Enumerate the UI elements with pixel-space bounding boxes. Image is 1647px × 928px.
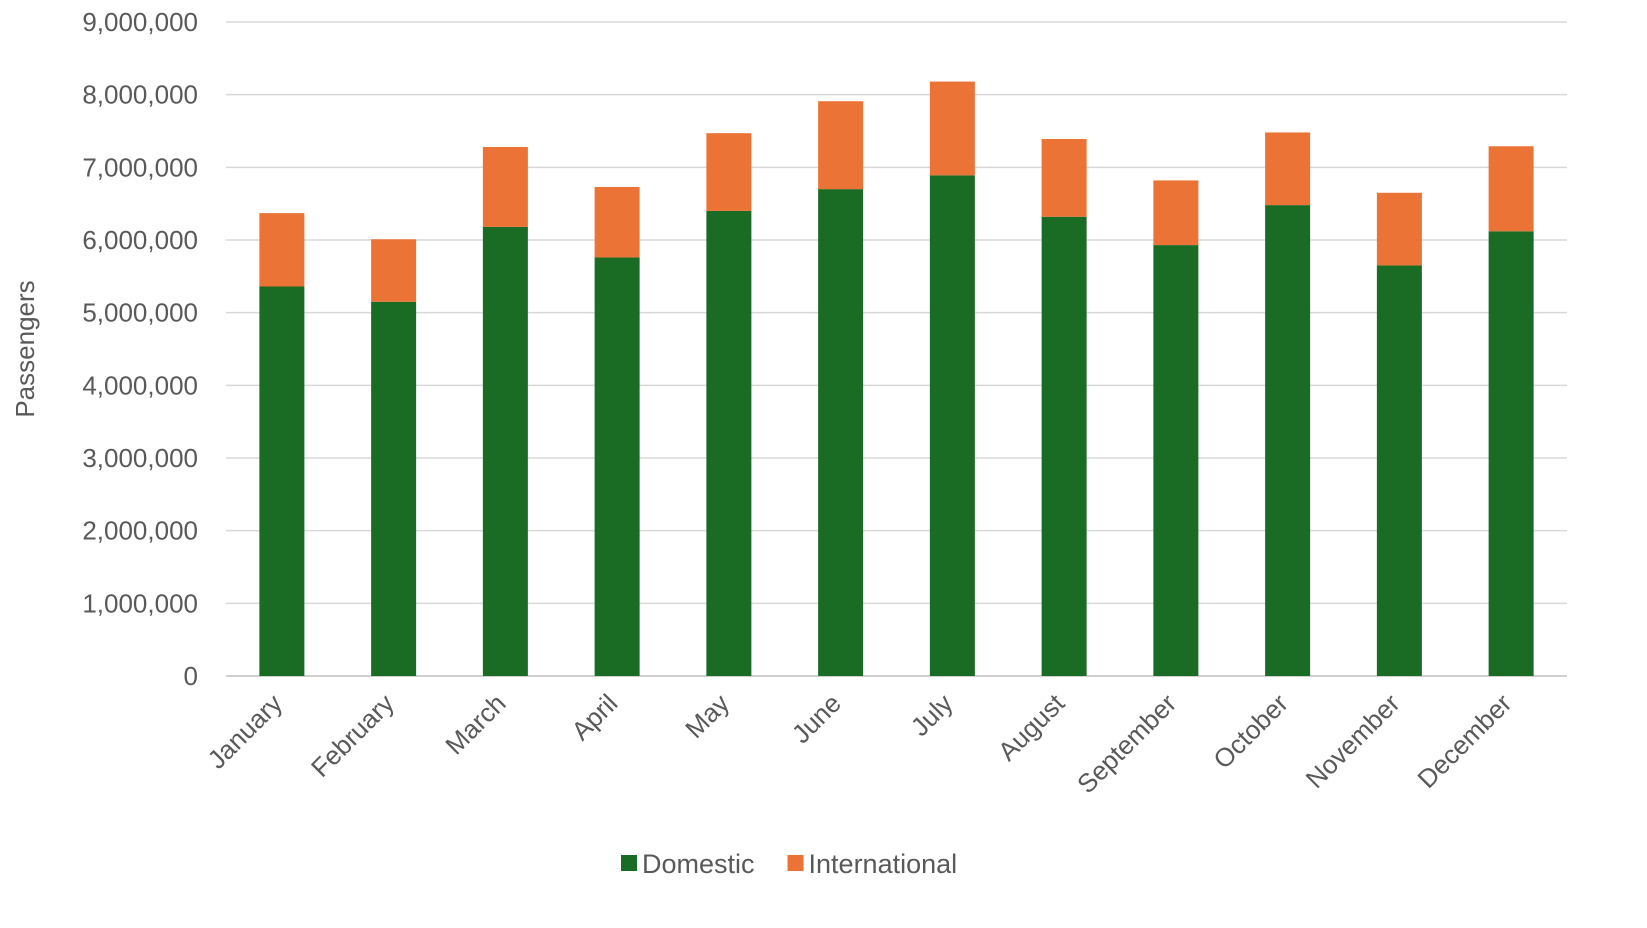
bar-international-february <box>371 239 417 302</box>
bar-international-november <box>1376 192 1422 266</box>
bar-international-april <box>594 186 640 258</box>
y-tick-label: 8,000,000 <box>82 80 198 110</box>
y-tick-label: 9,000,000 <box>82 7 198 37</box>
bar-domestic-july <box>929 175 975 676</box>
bar-domestic-june <box>818 189 864 676</box>
bar-international-march <box>482 146 528 227</box>
bar-domestic-october <box>1265 205 1311 676</box>
legend-item-international: International <box>787 849 958 879</box>
legend-item-domestic: Domestic <box>621 849 755 879</box>
legend-swatch <box>621 855 637 871</box>
legend-label: International <box>809 849 958 879</box>
y-tick-label: 1,000,000 <box>82 588 198 618</box>
bar-domestic-may <box>706 210 752 676</box>
legend-swatch <box>787 855 804 871</box>
x-tick-label: November <box>1300 688 1406 794</box>
bar-international-july <box>929 81 975 176</box>
y-tick-label: 4,000,000 <box>82 370 198 400</box>
bar-international-august <box>1041 138 1087 217</box>
bar-international-january <box>259 213 305 287</box>
bar-international-september <box>1153 180 1199 246</box>
bar-international-may <box>706 133 752 211</box>
y-axis-label: Passengers <box>10 280 40 417</box>
x-tick-label: September <box>1071 688 1182 799</box>
x-tick-label: August <box>992 687 1071 766</box>
bar-domestic-march <box>482 226 528 677</box>
bar-domestic-august <box>1041 216 1087 676</box>
x-tick-label: July <box>905 688 959 742</box>
bar-domestic-february <box>371 301 417 676</box>
x-tick-label: May <box>679 688 735 744</box>
legend-label: Domestic <box>642 849 755 879</box>
bars <box>259 81 1534 677</box>
bar-domestic-november <box>1376 265 1422 676</box>
x-tick-label: January <box>201 688 288 775</box>
y-tick-label: 3,000,000 <box>82 443 198 473</box>
bar-international-june <box>818 101 864 190</box>
x-tick-label: December <box>1411 688 1517 794</box>
bar-international-october <box>1265 132 1311 206</box>
bar-domestic-january <box>259 286 305 676</box>
x-tick-label: February <box>305 688 400 783</box>
y-tick-label: 0 <box>184 661 198 691</box>
y-tick-label: 7,000,000 <box>82 152 198 182</box>
x-tick-label: October <box>1207 688 1294 775</box>
y-tick-label: 5,000,000 <box>82 298 198 328</box>
bar-domestic-september <box>1153 245 1199 676</box>
legend: Domestic International <box>621 849 957 879</box>
x-axis-tick-labels: January February March April May June July Augu… <box>201 687 1517 799</box>
y-tick-label: 2,000,000 <box>82 516 198 546</box>
bar-domestic-december <box>1488 231 1534 676</box>
gridlines <box>226 21 1567 677</box>
x-tick-label: June <box>786 688 847 749</box>
y-axis-tick-labels: 0 1,000,000 2,000,000 3,000,000 4,000,000 5,0… <box>82 7 198 691</box>
bar-domestic-april <box>594 257 640 676</box>
x-tick-label: April <box>565 688 623 746</box>
y-tick-label: 6,000,000 <box>82 225 198 255</box>
x-tick-label: March <box>439 688 511 760</box>
bar-international-december <box>1488 146 1534 232</box>
